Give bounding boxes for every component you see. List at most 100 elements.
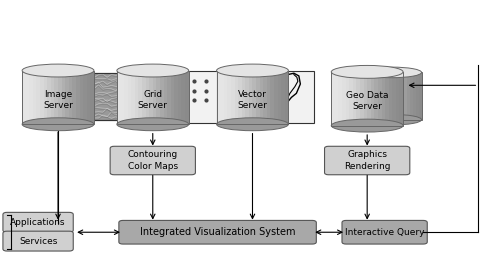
- Polygon shape: [260, 70, 264, 124]
- Polygon shape: [332, 72, 335, 126]
- Ellipse shape: [22, 118, 94, 131]
- Polygon shape: [224, 70, 228, 124]
- Polygon shape: [256, 70, 260, 124]
- Polygon shape: [142, 70, 146, 124]
- Polygon shape: [338, 72, 342, 126]
- Text: Graphics
Rendering: Graphics Rendering: [344, 150, 391, 171]
- Polygon shape: [378, 72, 380, 120]
- Text: Vector
Server: Vector Server: [238, 90, 268, 110]
- Polygon shape: [374, 72, 378, 120]
- Polygon shape: [401, 72, 404, 120]
- Polygon shape: [167, 70, 170, 124]
- Polygon shape: [117, 70, 120, 124]
- Polygon shape: [382, 72, 385, 126]
- Polygon shape: [36, 70, 40, 124]
- Polygon shape: [238, 70, 242, 124]
- Polygon shape: [58, 70, 61, 124]
- Polygon shape: [395, 72, 398, 120]
- Polygon shape: [30, 70, 33, 124]
- Polygon shape: [388, 72, 392, 126]
- Polygon shape: [246, 70, 249, 124]
- Polygon shape: [220, 70, 224, 124]
- Polygon shape: [374, 72, 378, 126]
- Polygon shape: [335, 72, 338, 126]
- Polygon shape: [164, 70, 167, 124]
- Polygon shape: [22, 70, 26, 124]
- Polygon shape: [386, 72, 389, 120]
- Polygon shape: [416, 72, 418, 120]
- Polygon shape: [396, 72, 400, 126]
- Polygon shape: [156, 70, 160, 124]
- Polygon shape: [353, 72, 356, 126]
- Polygon shape: [342, 72, 345, 126]
- Ellipse shape: [362, 114, 422, 125]
- Polygon shape: [182, 70, 185, 124]
- Ellipse shape: [216, 64, 288, 77]
- Polygon shape: [51, 70, 54, 124]
- Polygon shape: [398, 72, 401, 120]
- Polygon shape: [371, 72, 374, 126]
- Text: Image
Server: Image Server: [43, 90, 73, 110]
- Ellipse shape: [362, 67, 422, 78]
- Polygon shape: [44, 70, 48, 124]
- Polygon shape: [146, 70, 149, 124]
- Polygon shape: [216, 70, 220, 124]
- Text: Applications: Applications: [10, 218, 66, 227]
- Polygon shape: [367, 72, 371, 126]
- Polygon shape: [153, 70, 156, 124]
- Polygon shape: [65, 70, 69, 124]
- Text: Integrated Visualization System: Integrated Visualization System: [140, 227, 296, 237]
- FancyBboxPatch shape: [110, 146, 196, 175]
- Polygon shape: [185, 70, 188, 124]
- Polygon shape: [135, 70, 138, 124]
- Polygon shape: [349, 72, 353, 126]
- Polygon shape: [285, 70, 288, 124]
- Polygon shape: [252, 70, 256, 124]
- Polygon shape: [87, 70, 90, 124]
- Ellipse shape: [216, 118, 288, 131]
- Polygon shape: [80, 70, 83, 124]
- Polygon shape: [274, 70, 278, 124]
- Polygon shape: [26, 70, 30, 124]
- Polygon shape: [76, 70, 80, 124]
- FancyBboxPatch shape: [342, 220, 428, 244]
- Polygon shape: [160, 70, 164, 124]
- Polygon shape: [131, 70, 135, 124]
- FancyBboxPatch shape: [3, 231, 73, 251]
- FancyBboxPatch shape: [3, 212, 73, 232]
- Polygon shape: [267, 70, 270, 124]
- Polygon shape: [69, 70, 72, 124]
- Polygon shape: [242, 70, 246, 124]
- Polygon shape: [48, 70, 51, 124]
- Polygon shape: [404, 72, 407, 120]
- Polygon shape: [234, 70, 238, 124]
- Ellipse shape: [117, 64, 188, 77]
- FancyBboxPatch shape: [74, 73, 127, 120]
- Polygon shape: [356, 72, 360, 126]
- Polygon shape: [72, 70, 76, 124]
- Polygon shape: [410, 72, 412, 120]
- Polygon shape: [231, 70, 234, 124]
- Ellipse shape: [332, 65, 403, 78]
- Ellipse shape: [117, 118, 188, 131]
- Polygon shape: [281, 70, 285, 124]
- Polygon shape: [174, 70, 178, 124]
- Polygon shape: [412, 72, 416, 120]
- Polygon shape: [380, 72, 384, 120]
- Polygon shape: [83, 70, 87, 124]
- Polygon shape: [278, 70, 281, 124]
- Polygon shape: [124, 70, 128, 124]
- Text: Services: Services: [19, 237, 58, 246]
- Polygon shape: [392, 72, 396, 126]
- Polygon shape: [40, 70, 43, 124]
- Polygon shape: [138, 70, 142, 124]
- Polygon shape: [368, 72, 372, 120]
- Polygon shape: [128, 70, 131, 124]
- Polygon shape: [90, 70, 94, 124]
- Polygon shape: [54, 70, 58, 124]
- Polygon shape: [400, 72, 403, 126]
- Polygon shape: [372, 72, 374, 120]
- Ellipse shape: [332, 119, 403, 132]
- Text: Contouring
Color Maps: Contouring Color Maps: [128, 150, 178, 171]
- Polygon shape: [249, 70, 252, 124]
